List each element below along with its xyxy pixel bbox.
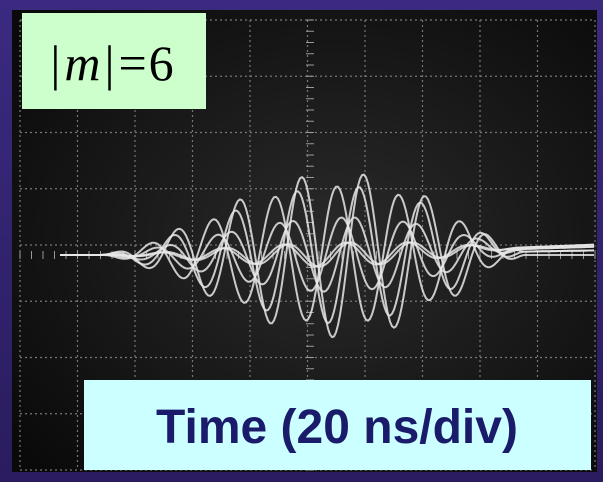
trace bbox=[60, 216, 595, 292]
symbol: m bbox=[64, 35, 100, 91]
trace bbox=[60, 185, 595, 322]
bar: | bbox=[104, 35, 114, 91]
equals: = bbox=[118, 35, 146, 91]
badge: |m|=6 bbox=[50, 35, 173, 91]
trace bbox=[60, 241, 595, 268]
value: 6 bbox=[149, 35, 174, 91]
caption-box bbox=[84, 380, 591, 470]
trace bbox=[60, 186, 595, 325]
waveform bbox=[60, 173, 595, 339]
badge-box bbox=[22, 13, 206, 109]
bar: | bbox=[50, 35, 60, 91]
caption: Time (20 ns/div) bbox=[156, 401, 518, 454]
